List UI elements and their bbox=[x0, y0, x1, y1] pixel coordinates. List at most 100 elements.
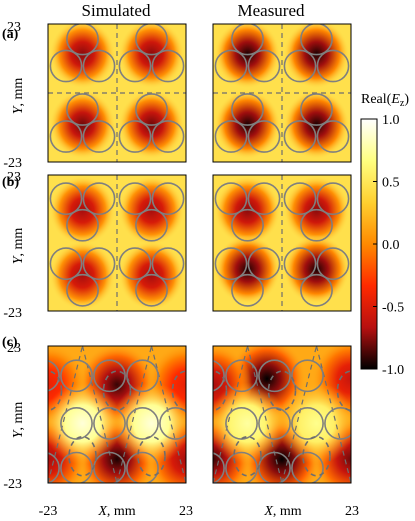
ring-resonator bbox=[231, 208, 264, 242]
ring-resonator bbox=[291, 407, 324, 440]
triangular-cell-boundary bbox=[116, 346, 153, 483]
x-axis-title-var: X bbox=[263, 504, 273, 519]
ring-resonator bbox=[126, 451, 159, 483]
row-label-b: (b) bbox=[2, 175, 19, 190]
field-lobe bbox=[118, 240, 185, 311]
x-axis-title-right: X, mm bbox=[263, 504, 301, 519]
heatmap-(c)-Measured bbox=[213, 346, 351, 483]
field-lobe bbox=[118, 24, 185, 89]
field-lobe bbox=[112, 382, 186, 465]
ring-resonator bbox=[283, 247, 317, 281]
ring-resonator bbox=[118, 120, 152, 153]
field-lobe bbox=[49, 240, 116, 311]
ring-resonator bbox=[60, 451, 93, 483]
ring-resonator bbox=[231, 273, 264, 307]
ring-resonator bbox=[82, 49, 116, 83]
ring-resonator bbox=[126, 407, 159, 440]
ring-resonator bbox=[49, 182, 83, 216]
row-label-c: (c) bbox=[2, 335, 18, 350]
row-label-a: (a) bbox=[2, 27, 19, 42]
colorbar: 1.0 0.5 0.0 -0.5 -1.0 bbox=[360, 113, 404, 378]
ring-resonator bbox=[118, 49, 152, 83]
ring-resonator bbox=[247, 182, 281, 216]
triangular-cell-boundary bbox=[315, 346, 351, 483]
y-axis-title-var: Y bbox=[11, 104, 26, 114]
xtick-right-max: 23 bbox=[345, 504, 359, 519]
ring-resonator bbox=[225, 451, 258, 483]
xtick-left-min: -23 bbox=[39, 504, 58, 519]
x-axis-title-unit: , mm bbox=[273, 504, 302, 519]
field-lobe bbox=[118, 175, 185, 246]
ring-resonator bbox=[82, 247, 116, 281]
ring-resonator bbox=[151, 49, 185, 83]
ring-resonator bbox=[300, 273, 333, 307]
dashed-ring-outline bbox=[48, 370, 63, 411]
ytick-c-top: 23 bbox=[7, 341, 21, 356]
field-lobe bbox=[214, 234, 281, 305]
ring-resonator bbox=[214, 182, 248, 216]
ytick-b-top: 23 bbox=[7, 170, 21, 185]
y-axis-title-var: Y bbox=[11, 428, 26, 438]
ring-resonator bbox=[258, 407, 291, 440]
ring-resonator bbox=[93, 359, 126, 393]
ring-resonator bbox=[135, 93, 168, 126]
colorbar-title: Real(Ez) bbox=[361, 92, 409, 109]
panel-frame bbox=[47, 23, 187, 163]
field-lobe bbox=[277, 382, 351, 465]
dashed-ring-outline bbox=[137, 435, 166, 477]
ring-resonator bbox=[151, 182, 185, 216]
ring-resonator bbox=[283, 120, 317, 153]
ring-resonator bbox=[225, 407, 258, 440]
panel-frame bbox=[212, 174, 352, 312]
field-lobe bbox=[214, 175, 281, 246]
dashed-ring-outline bbox=[267, 370, 297, 411]
ring-resonator bbox=[316, 182, 350, 216]
y-axis-title-var: Y bbox=[11, 254, 26, 264]
ring-resonator bbox=[135, 24, 168, 56]
field-lobe bbox=[213, 382, 287, 465]
ring-resonator bbox=[82, 182, 116, 216]
ytick-c-bottom: -23 bbox=[3, 477, 22, 492]
ring-resonator bbox=[316, 247, 350, 281]
colorbar-tick-label: 1.0 bbox=[382, 113, 400, 128]
colorbar-tick-label: -1.0 bbox=[382, 363, 404, 378]
ring-resonator bbox=[214, 120, 248, 153]
ring-resonator bbox=[247, 49, 281, 83]
field-lobe bbox=[49, 24, 116, 89]
x-axis-title-unit: , mm bbox=[107, 504, 136, 519]
triangular-cell-boundary bbox=[150, 346, 186, 483]
ring-resonator bbox=[60, 407, 93, 440]
colorbar-title-symbol: E bbox=[390, 92, 400, 107]
colorbar-tick-label: 0.5 bbox=[382, 176, 400, 191]
x-axis-title-left: X, mm bbox=[97, 504, 135, 519]
ring-resonator bbox=[159, 407, 186, 440]
field-lobe bbox=[283, 24, 350, 89]
colorbar-title-base: Real( bbox=[361, 92, 392, 107]
xtick-left-max: 23 bbox=[179, 504, 193, 519]
heatmap-(a)-Measured bbox=[213, 24, 351, 162]
triangular-cell-boundary bbox=[48, 346, 84, 483]
field-lobe bbox=[283, 234, 350, 305]
ring-resonator bbox=[291, 359, 324, 393]
ring-resonator bbox=[135, 273, 168, 307]
ring-resonator bbox=[283, 182, 317, 216]
ring-resonator bbox=[151, 247, 185, 281]
heatmap-panels bbox=[47, 23, 352, 484]
dashed-ring-outline bbox=[233, 435, 262, 477]
panel-frame bbox=[47, 345, 187, 484]
heatmap-(b)-Measured bbox=[213, 175, 351, 311]
triangular-cell-boundary bbox=[281, 346, 318, 483]
y-axis-title-unit: , mm bbox=[11, 78, 26, 107]
ring-resonator bbox=[300, 208, 333, 242]
field-lobe bbox=[214, 24, 281, 89]
ytick-a-top: 23 bbox=[7, 20, 21, 35]
ring-resonator bbox=[316, 120, 350, 153]
ring-resonator bbox=[118, 247, 152, 281]
ring-resonator bbox=[258, 359, 291, 393]
heatmap-(a)-Simulated bbox=[48, 24, 186, 162]
ring-resonator bbox=[151, 120, 185, 153]
ring-resonator bbox=[48, 452, 60, 483]
ytick-b-bottom: -23 bbox=[3, 306, 22, 321]
ring-resonator bbox=[66, 93, 99, 126]
